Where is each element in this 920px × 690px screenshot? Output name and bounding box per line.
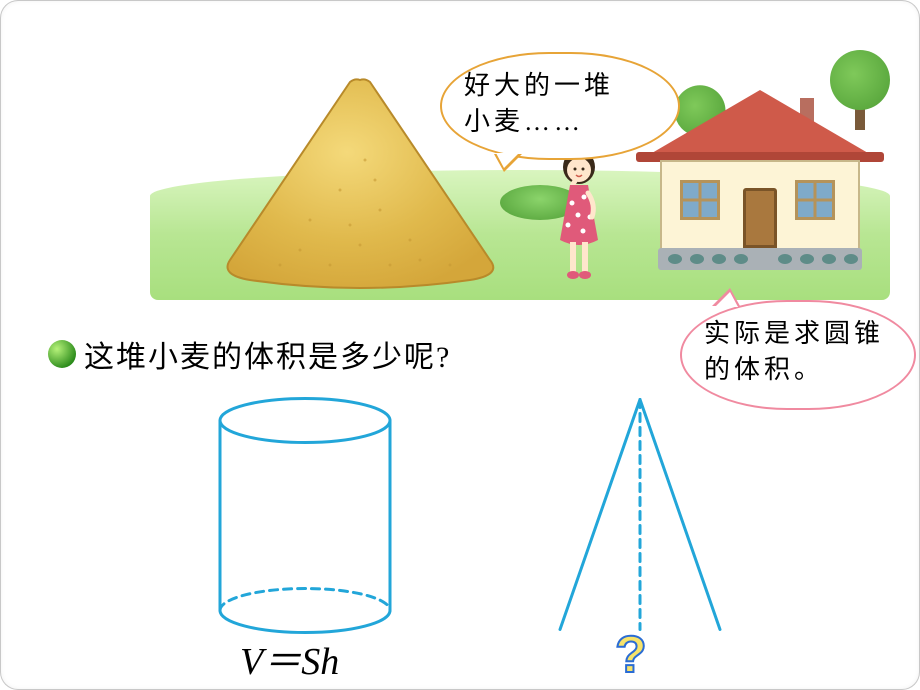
bubble2-line2: 的体积。 xyxy=(704,352,892,388)
house xyxy=(650,90,870,270)
girl-character-icon xyxy=(550,145,608,285)
slide: 好大的一堆 小麦…… 实际是求圆锥 的体积。 这堆小麦的体积是多少呢? xyxy=(0,0,920,690)
question-row: 这堆小麦的体积是多少呢? xyxy=(48,332,451,376)
bubble1-line2: 小麦…… xyxy=(464,104,656,140)
question-mark-icon: ? xyxy=(615,625,647,685)
cone-diagram xyxy=(540,392,740,657)
bubble2-line1: 实际是求圆锥 xyxy=(704,316,892,352)
cylinder-volume-formula: V＝Sh xyxy=(240,630,339,685)
bullet-sphere-icon xyxy=(48,340,76,368)
question-text: 这堆小麦的体积是多少呢? xyxy=(84,332,451,376)
cylinder-diagram xyxy=(205,390,405,655)
speech-bubble-1: 好大的一堆 小麦…… xyxy=(440,52,680,160)
bubble1-line1: 好大的一堆 xyxy=(464,68,656,104)
